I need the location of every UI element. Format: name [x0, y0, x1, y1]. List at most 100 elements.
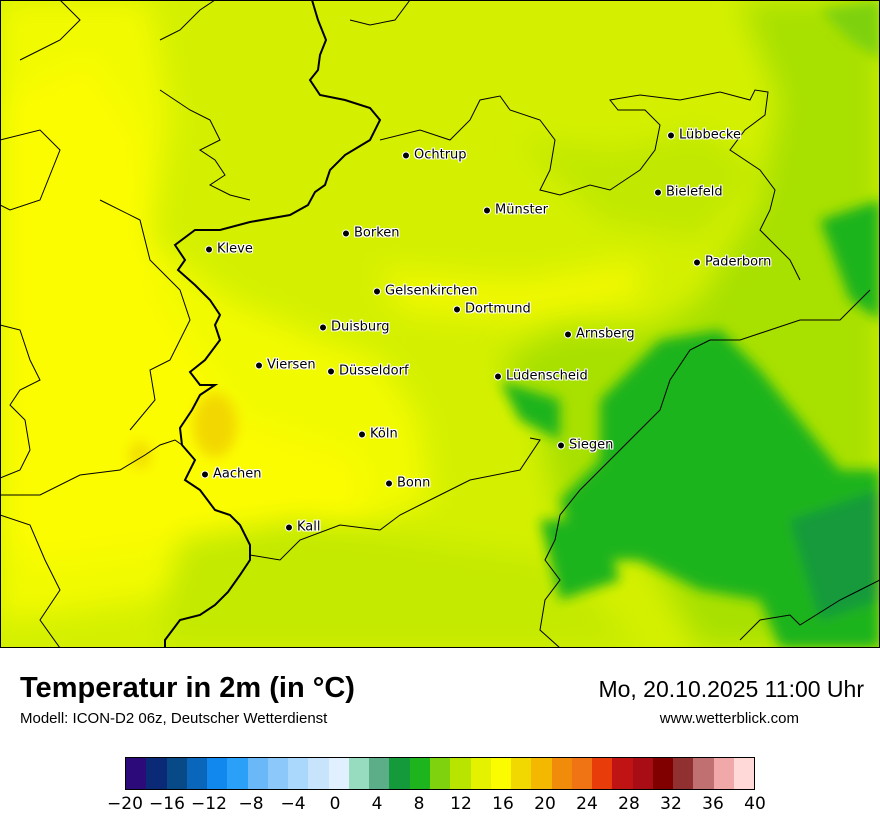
- legend-tick-label: −4: [280, 794, 306, 814]
- city-marker: Köln: [358, 427, 398, 442]
- city-label: Kall: [297, 519, 321, 535]
- forecast-datetime: Mo, 20.10.2025 11:00 Uhr: [598, 676, 864, 702]
- city-dot: [402, 151, 410, 159]
- legend-swatch: [288, 758, 309, 789]
- city-dot: [201, 470, 209, 478]
- city-label: Siegen: [569, 437, 614, 453]
- legend-swatch: [328, 758, 349, 789]
- legend-swatch: [693, 758, 714, 789]
- city-marker: Bonn: [385, 476, 430, 491]
- legend-swatch: [186, 758, 208, 789]
- legend-tick-label: 28: [618, 794, 640, 814]
- legend-tick-label: 4: [371, 794, 383, 814]
- legend-swatch: [227, 758, 248, 789]
- legend-swatch: [247, 758, 268, 789]
- city-dot: [483, 206, 491, 214]
- city-label: Ochtrup: [414, 147, 467, 163]
- city-label: Bonn: [397, 475, 431, 491]
- city-marker: Gelsenkirchen: [373, 284, 478, 299]
- legend-swatch: [267, 758, 289, 789]
- legend-swatch: [551, 758, 572, 789]
- legend-swatch: [369, 758, 390, 789]
- city-marker: Aachen: [201, 467, 261, 482]
- legend-swatch: [511, 758, 532, 789]
- city-marker: Münster: [483, 203, 548, 218]
- temperature-map: Lübbecke Ochtrup Bielefeld Münster Borke…: [0, 0, 880, 648]
- legend-swatch: [470, 758, 491, 789]
- city-label: Duisburg: [331, 319, 390, 335]
- city-label: Lübbecke: [679, 127, 741, 143]
- legend-swatch: [531, 758, 552, 789]
- legend-swatch: [733, 758, 755, 789]
- city-dot: [205, 245, 213, 253]
- city-label: Münster: [495, 202, 548, 218]
- city-label: Aachen: [213, 466, 262, 482]
- legend-tick-label: 16: [492, 794, 514, 814]
- green-zone: [500, 0, 880, 648]
- city-marker: Lübbecke: [667, 128, 741, 143]
- city-marker: Kleve: [205, 242, 253, 257]
- city-label: Gelsenkirchen: [385, 283, 478, 299]
- model-source: Modell: ICON-D2 06z, Deutscher Wetterdie…: [20, 710, 328, 727]
- legend-tick-label: 24: [576, 794, 598, 814]
- city-marker: Siegen: [557, 438, 613, 453]
- city-dot: [693, 258, 701, 266]
- legend-swatch: [429, 758, 451, 789]
- city-dot: [327, 367, 335, 375]
- legend-swatch: [612, 758, 633, 789]
- legend-swatch: [490, 758, 512, 789]
- legend-swatch: [450, 758, 471, 789]
- legend-swatch: [592, 758, 613, 789]
- warm-zone: [0, 0, 640, 620]
- city-marker: Düsseldorf: [327, 364, 409, 379]
- legend-tick-label: −12: [191, 794, 227, 814]
- city-dot: [385, 479, 393, 487]
- city-marker: Paderborn: [693, 255, 771, 270]
- city-label: Kleve: [217, 241, 253, 257]
- city-marker: Dortmund: [453, 302, 531, 317]
- state-borders: [0, 0, 880, 648]
- city-dot: [319, 323, 327, 331]
- legend-swatch: [126, 758, 147, 789]
- city-dot: [494, 372, 502, 380]
- city-marker: Kall: [285, 520, 321, 535]
- legend-tick-label: 12: [450, 794, 472, 814]
- city-dot: [342, 229, 350, 237]
- legend-tick-label: 0: [329, 794, 341, 814]
- legend-ticks: −20 −16 −12 −8 −4 0 4 8 12 16 20 24 28 32 36 40: [0, 792, 880, 822]
- city-label: Lüdenscheid: [506, 368, 588, 384]
- legend-swatch: [207, 758, 228, 789]
- city-marker: Lüdenscheid: [494, 369, 588, 384]
- city-marker: Borken: [342, 226, 400, 241]
- city-marker: Ochtrup: [402, 148, 467, 163]
- legend-swatch: [166, 758, 187, 789]
- city-dot: [285, 523, 293, 531]
- city-dot: [255, 361, 263, 369]
- legend-tick-label: −16: [149, 794, 185, 814]
- city-label: Bielefeld: [666, 184, 723, 200]
- city-marker: Bielefeld: [654, 185, 723, 200]
- city-dot: [453, 305, 461, 313]
- legend-swatch: [389, 758, 410, 789]
- legend-tick-label: 8: [413, 794, 425, 814]
- city-marker: Viersen: [255, 358, 316, 373]
- legend-swatch: [713, 758, 734, 789]
- legend-swatch: [571, 758, 593, 789]
- map-canvas: [0, 0, 880, 648]
- city-dot: [564, 330, 572, 338]
- city-dot: [654, 188, 662, 196]
- legend-tick-label: −20: [107, 794, 143, 814]
- city-marker: Arnsberg: [564, 327, 635, 342]
- city-label: Paderborn: [705, 254, 772, 270]
- legend-swatch: [652, 758, 674, 789]
- city-label: Viersen: [267, 357, 316, 373]
- legend-tick-label: 36: [702, 794, 724, 814]
- legend-tick-label: 32: [660, 794, 682, 814]
- city-label: Arnsberg: [576, 326, 635, 342]
- legend-swatch: [409, 758, 430, 789]
- city-dot: [358, 430, 366, 438]
- legend-swatch: [308, 758, 329, 789]
- city-label: Köln: [370, 426, 398, 442]
- city-label: Dortmund: [465, 301, 531, 317]
- legend-swatch: [673, 758, 694, 789]
